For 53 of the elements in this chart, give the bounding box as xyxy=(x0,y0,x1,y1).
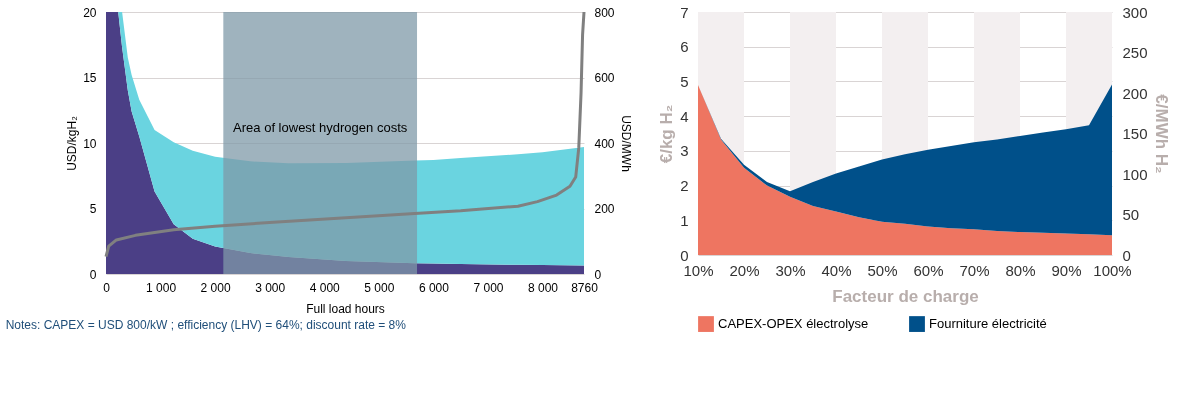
x-tick-label: 100% xyxy=(1093,261,1132,279)
x-tick-label: 10% xyxy=(683,261,714,279)
x-tick-label: 6 000 xyxy=(418,280,450,295)
text: Notes: CAPEX = USD 800/kW ; efficiency (LHV) = 64%; discount rate = 8% xyxy=(5,318,407,332)
x-tick-label: 1 000 xyxy=(146,280,177,295)
y-tick-label: 3 xyxy=(680,142,689,160)
x-axis-title: Full load hours xyxy=(306,301,385,316)
x-tick-label: 2 000 xyxy=(200,280,231,295)
y-tick-label: 6 xyxy=(680,38,689,56)
y-tick-label: 4 xyxy=(680,107,689,125)
y2-tick-label: 200 xyxy=(1122,84,1148,102)
y-axis-title: USD/kgH₂ xyxy=(65,115,80,171)
y2-tick-label: 50 xyxy=(1122,206,1140,223)
x-tick-label: 20% xyxy=(729,261,760,279)
y-tick-label: 7 xyxy=(680,3,689,21)
y-tick-label: 15 xyxy=(83,71,97,85)
y-tick-label: 2 xyxy=(680,177,689,195)
x-tick-label: 50% xyxy=(867,261,898,279)
legend-label: CAPEX-OPEX électrolyse xyxy=(718,316,869,332)
y2-tick-label: 400 xyxy=(594,136,615,151)
x-axis-title: Facteur de charge xyxy=(832,286,979,306)
x-tick-label: 90% xyxy=(1051,261,1082,279)
x-tick-label: 80% xyxy=(1005,261,1036,279)
x-tick-label: 7 000 xyxy=(473,280,504,295)
y-tick-label: 1 xyxy=(680,211,689,229)
x-tick-label: 5 000 xyxy=(364,280,395,295)
y-tick-label: 5 xyxy=(680,72,689,90)
y2-tick-label: 250 xyxy=(1122,44,1148,61)
y-axis-title: €/kg H₂ xyxy=(657,104,677,164)
x-tick-label: 70% xyxy=(959,261,990,279)
y2-axis-title: USD/MWh xyxy=(618,115,633,172)
y-tick-label: 20 xyxy=(83,5,97,20)
y2-tick-label: 200 xyxy=(594,202,615,216)
y2-tick-label: 0 xyxy=(1122,246,1131,264)
legend-label: Fourniture électricité xyxy=(929,316,1047,332)
y2-axis-title: €/MWh H₂ xyxy=(1151,94,1171,174)
y2-tick-label: 800 xyxy=(594,5,615,20)
x-tick-label: 3 000 xyxy=(255,280,286,295)
x-tick-label: 30% xyxy=(775,261,806,279)
y-tick-label: 5 xyxy=(89,202,97,216)
x-tick-label: 8 000 xyxy=(528,280,559,295)
x-tick-label: 60% xyxy=(913,261,944,279)
y2-tick-label: 300 xyxy=(1122,3,1148,21)
x-tick-label: 4 000 xyxy=(309,280,341,295)
x-tick-label: 40% xyxy=(821,261,852,279)
y-tick-label: 10 xyxy=(83,136,97,151)
y2-tick-label: 100 xyxy=(1122,165,1148,183)
y2-tick-label: 150 xyxy=(1122,125,1148,142)
y-tick-label: 0 xyxy=(680,246,689,264)
x-tick-label: 8760 xyxy=(571,280,599,295)
y2-tick-label: 600 xyxy=(594,71,615,85)
x-tick-label: 0 xyxy=(103,280,111,295)
band-label: Area of lowest hydrogen costs xyxy=(233,120,408,136)
